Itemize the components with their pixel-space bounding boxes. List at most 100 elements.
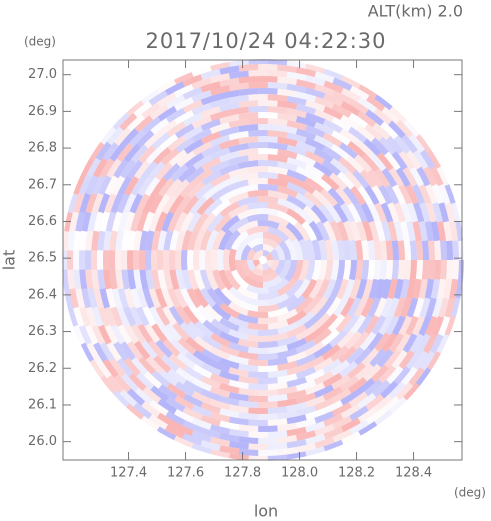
scan-cell <box>209 449 231 460</box>
scan-cell <box>62 269 63 290</box>
scan-cell <box>267 142 288 151</box>
scan-cell <box>295 91 317 103</box>
scan-cell <box>331 402 352 417</box>
scan-cell <box>148 193 164 214</box>
scan-cell <box>340 202 355 223</box>
scan-cell <box>151 323 168 343</box>
scan-cell <box>219 65 240 75</box>
scan-cell <box>438 202 449 223</box>
scan-cell <box>131 144 149 163</box>
scan-cell <box>305 382 326 396</box>
scan-cell <box>317 260 327 281</box>
scan-cell <box>278 240 291 260</box>
scan-cell <box>340 389 360 406</box>
scan-cell <box>349 419 370 435</box>
scan-cell <box>378 136 397 155</box>
scan-cell <box>134 115 154 133</box>
scan-cell <box>267 332 289 342</box>
scan-cell <box>103 269 112 290</box>
scan-cell <box>115 269 124 290</box>
scan-cell <box>170 163 189 182</box>
scan-cell <box>381 167 398 188</box>
scan-cell <box>69 211 79 232</box>
scan-cell <box>433 240 441 260</box>
scan-cell <box>209 386 231 398</box>
scan-cell <box>219 175 240 189</box>
scan-cell <box>329 220 343 242</box>
scan-cell <box>126 159 144 179</box>
y-unit: (deg) <box>24 35 56 49</box>
scan-cell <box>238 136 259 145</box>
scan-cell <box>258 148 278 155</box>
scan-cell <box>99 375 117 394</box>
scan-cell <box>258 389 278 396</box>
scan-cell <box>406 278 416 300</box>
scan-cell <box>201 348 222 363</box>
scan-cell <box>381 278 392 300</box>
scan-cell <box>304 150 325 165</box>
scan-cell <box>257 159 279 168</box>
scan-cell <box>333 203 349 224</box>
scan-cell <box>133 160 151 180</box>
scan-cell <box>352 331 370 351</box>
scan-cell <box>405 350 422 370</box>
scan-cell <box>319 313 338 332</box>
scan-cell <box>355 260 363 281</box>
scan-cell <box>212 229 226 251</box>
scan-cell <box>199 249 206 271</box>
scan-cell <box>116 143 134 162</box>
scan-cell <box>97 230 106 251</box>
scan-cell <box>165 424 185 439</box>
scan-cell <box>248 407 268 414</box>
scan-cell <box>376 348 394 368</box>
scan-cell <box>124 288 136 309</box>
scan-cell <box>248 82 268 89</box>
scan-cell <box>330 143 350 161</box>
scan-cell <box>111 389 130 408</box>
scan-cell <box>209 85 231 96</box>
scan-cell <box>344 330 363 350</box>
scan-cell <box>176 352 196 370</box>
scan-cell <box>258 437 278 444</box>
scan-cell <box>192 141 213 156</box>
scan-cell <box>211 303 231 321</box>
scan-cell <box>376 152 394 172</box>
y-tick-label: 26.8 <box>28 141 57 156</box>
scan-cell <box>193 212 209 233</box>
scan-cell <box>323 413 344 427</box>
scan-cell <box>192 350 213 366</box>
scan-cell <box>205 229 219 251</box>
scan-cell <box>135 306 150 327</box>
scan-cell <box>237 160 259 170</box>
scan-cell <box>175 305 192 326</box>
scan-cell <box>163 249 170 271</box>
y-tick-label: 26.2 <box>28 361 57 376</box>
scan-cell <box>348 391 369 408</box>
scan-cell <box>165 94 186 110</box>
scan-cell <box>446 260 453 280</box>
scan-cell <box>238 424 259 432</box>
scan-cell <box>228 130 249 141</box>
scan-cell <box>314 83 335 97</box>
scan-cell <box>158 384 178 401</box>
scan-cell <box>277 348 298 359</box>
scan-cell <box>277 64 298 73</box>
scan-cell <box>109 269 118 290</box>
scan-cell <box>257 184 279 192</box>
scan-cell <box>133 340 151 360</box>
scan-cell <box>104 193 117 214</box>
scan-cell <box>55 231 63 251</box>
scan-cell <box>322 145 342 162</box>
scan-cell <box>238 436 259 444</box>
scan-cell <box>168 149 188 167</box>
scan-cell <box>277 308 299 323</box>
scan-cell <box>332 415 353 430</box>
scan-cell <box>156 92 177 108</box>
scan-cell <box>356 378 376 395</box>
scan-cell <box>255 250 263 258</box>
scan-cell <box>238 148 259 157</box>
scan-cell <box>219 89 240 100</box>
scan-cell <box>248 455 268 461</box>
scan-cell <box>182 195 200 215</box>
x-unit: (deg) <box>454 486 486 500</box>
